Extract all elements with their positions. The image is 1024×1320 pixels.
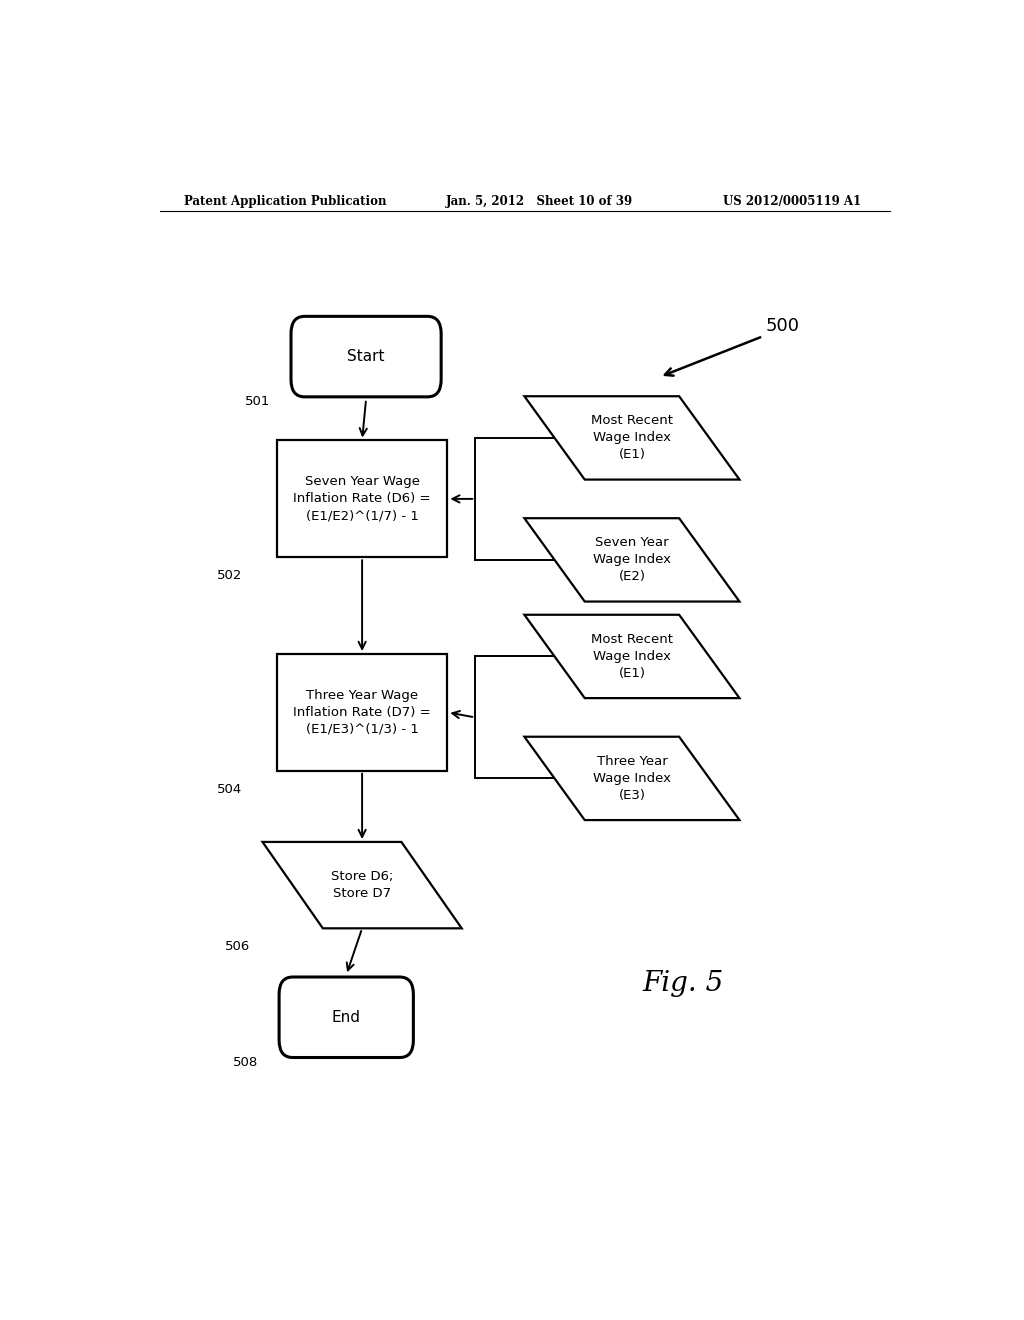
FancyBboxPatch shape — [291, 317, 441, 397]
Text: Fig. 5: Fig. 5 — [643, 970, 724, 997]
Text: 504: 504 — [217, 783, 243, 796]
Text: Patent Application Publication: Patent Application Publication — [183, 194, 386, 207]
Polygon shape — [524, 737, 739, 820]
Text: Jan. 5, 2012   Sheet 10 of 39: Jan. 5, 2012 Sheet 10 of 39 — [445, 194, 633, 207]
Text: Three Year
Wage Index
(E3): Three Year Wage Index (E3) — [593, 755, 671, 803]
Text: 506: 506 — [225, 940, 251, 953]
Polygon shape — [262, 842, 462, 928]
Bar — [276, 441, 447, 557]
Text: Seven Year
Wage Index
(E2): Seven Year Wage Index (E2) — [593, 536, 671, 583]
Text: End: End — [332, 1010, 360, 1024]
Bar — [276, 653, 447, 771]
Text: Start: Start — [347, 348, 385, 364]
Polygon shape — [524, 615, 739, 698]
Text: Most Recent
Wage Index
(E1): Most Recent Wage Index (E1) — [591, 632, 673, 680]
FancyBboxPatch shape — [280, 977, 414, 1057]
Text: Seven Year Wage
Inflation Rate (D6) =
(E1/E2)^(1/7) - 1: Seven Year Wage Inflation Rate (D6) = (E… — [293, 475, 431, 523]
Text: 501: 501 — [245, 395, 270, 408]
Text: 500: 500 — [766, 317, 800, 335]
Text: Store D6;
Store D7: Store D6; Store D7 — [331, 870, 393, 900]
Text: Most Recent
Wage Index
(E1): Most Recent Wage Index (E1) — [591, 414, 673, 462]
Text: Three Year Wage
Inflation Rate (D7) =
(E1/E3)^(1/3) - 1: Three Year Wage Inflation Rate (D7) = (E… — [293, 689, 431, 735]
Polygon shape — [524, 519, 739, 602]
Polygon shape — [524, 396, 739, 479]
Text: US 2012/0005119 A1: US 2012/0005119 A1 — [723, 194, 861, 207]
Text: 508: 508 — [233, 1056, 258, 1069]
Text: 502: 502 — [217, 569, 243, 582]
